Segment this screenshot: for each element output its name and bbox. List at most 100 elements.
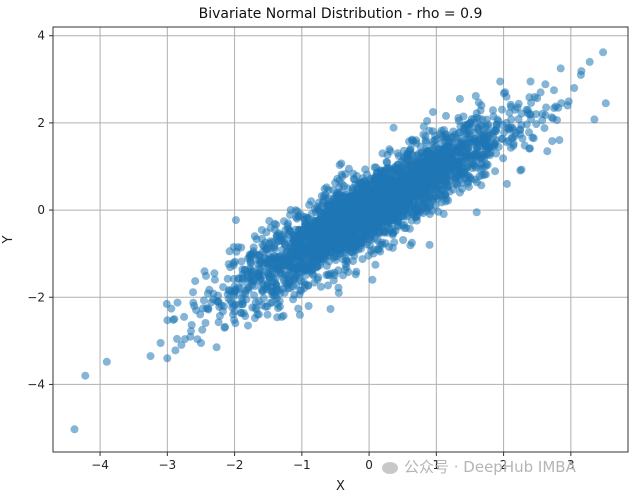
scatter-point bbox=[357, 213, 366, 222]
scatter-point bbox=[293, 257, 302, 265]
scatter-point bbox=[102, 357, 111, 366]
scatter-point bbox=[419, 176, 428, 185]
scatter-point bbox=[328, 240, 337, 249]
x-tick-label: 3 bbox=[567, 458, 575, 472]
scatter-point bbox=[301, 238, 310, 247]
scatter-point bbox=[265, 263, 274, 272]
scatter-point bbox=[215, 311, 224, 320]
scatter-point bbox=[425, 173, 434, 182]
scatter-point bbox=[446, 155, 455, 164]
scatter-point bbox=[228, 303, 237, 312]
scatter-point bbox=[271, 253, 279, 262]
scatter-point bbox=[507, 102, 516, 111]
scatter-point bbox=[445, 177, 454, 186]
scatter-point bbox=[350, 175, 359, 184]
scatter-point bbox=[436, 129, 445, 138]
scatter-point bbox=[358, 255, 367, 264]
scatter-point bbox=[506, 143, 515, 152]
scatter-point bbox=[429, 150, 438, 159]
scatter-point bbox=[329, 199, 338, 208]
scatter-point bbox=[499, 89, 508, 98]
scatter-point bbox=[423, 158, 432, 167]
scatter-point bbox=[427, 184, 436, 193]
scatter-point bbox=[324, 221, 333, 230]
scatter-point bbox=[526, 77, 535, 86]
scatter-point bbox=[340, 212, 349, 221]
scatter-point bbox=[498, 134, 507, 143]
scatter-point bbox=[307, 266, 316, 275]
scatter-point bbox=[196, 310, 205, 319]
scatter-point bbox=[203, 289, 212, 298]
x-tick-label: 0 bbox=[365, 458, 373, 472]
scatter-point bbox=[359, 190, 368, 199]
scatter-point bbox=[494, 117, 503, 126]
scatter-point bbox=[508, 123, 517, 132]
scatter-point bbox=[489, 106, 497, 115]
scatter-point bbox=[601, 99, 610, 108]
scatter-point bbox=[252, 305, 261, 314]
scatter-point bbox=[156, 339, 165, 347]
scatter-point bbox=[258, 234, 267, 243]
scatter-point bbox=[338, 172, 347, 181]
scatter-point bbox=[570, 84, 579, 92]
scatter-point bbox=[146, 352, 155, 361]
scatter-point bbox=[198, 325, 207, 334]
scatter-point bbox=[538, 109, 547, 118]
scatter-point bbox=[266, 237, 275, 246]
scatter-point bbox=[555, 136, 564, 145]
scatter-point bbox=[163, 316, 172, 325]
scatter-point bbox=[379, 208, 387, 217]
scatter-point bbox=[452, 179, 461, 188]
chart-title: Bivariate Normal Distribution - rho = 0.… bbox=[199, 6, 483, 22]
scatter-point bbox=[382, 158, 391, 166]
scatter-point bbox=[70, 425, 79, 434]
scatter-point bbox=[366, 197, 375, 206]
scatter-point bbox=[585, 57, 594, 66]
scatter-point bbox=[507, 115, 516, 124]
scatter-point bbox=[419, 122, 428, 131]
scatter-point bbox=[241, 312, 250, 321]
scatter-point bbox=[345, 225, 354, 234]
scatter-point bbox=[421, 136, 430, 145]
scatter-point bbox=[180, 312, 189, 321]
scatter-point bbox=[441, 163, 450, 171]
scatter-point bbox=[423, 192, 432, 201]
scatter-point bbox=[177, 340, 186, 349]
y-axis-label: Y bbox=[1, 235, 16, 244]
scatter-point bbox=[476, 165, 485, 174]
scatter-point bbox=[421, 167, 430, 175]
scatter-point bbox=[576, 70, 585, 79]
scatter-point bbox=[442, 111, 450, 120]
scatter-point bbox=[296, 246, 305, 255]
scatter-point bbox=[249, 249, 257, 258]
scatter-point bbox=[457, 168, 465, 177]
scatter-point bbox=[400, 202, 409, 211]
scatter-point bbox=[348, 248, 357, 257]
scatter-point bbox=[543, 147, 552, 156]
scatter-point bbox=[339, 255, 347, 264]
scatter-point bbox=[445, 137, 454, 146]
y-tick-label: 2 bbox=[37, 116, 45, 130]
scatter-point bbox=[467, 175, 476, 184]
scatter-point bbox=[246, 259, 255, 268]
scatter-point bbox=[317, 202, 326, 211]
scatter-point bbox=[408, 185, 417, 193]
scatter-point bbox=[237, 257, 246, 266]
scatter-point bbox=[339, 221, 347, 230]
scatter-point bbox=[452, 173, 461, 182]
scatter-point bbox=[395, 164, 403, 173]
scatter-point bbox=[373, 223, 382, 232]
scatter-point bbox=[250, 291, 259, 300]
scatter-point bbox=[330, 268, 339, 277]
scatter-point bbox=[268, 290, 277, 299]
scatter-point bbox=[325, 257, 334, 266]
scatter-point bbox=[419, 209, 428, 218]
scatter-point bbox=[376, 247, 385, 256]
scatter-point bbox=[263, 310, 272, 319]
scatter-point bbox=[210, 269, 219, 278]
scatter-point bbox=[462, 148, 470, 157]
scatter-point bbox=[341, 232, 350, 241]
scatter-point bbox=[219, 283, 228, 292]
scatter-point bbox=[554, 103, 563, 112]
